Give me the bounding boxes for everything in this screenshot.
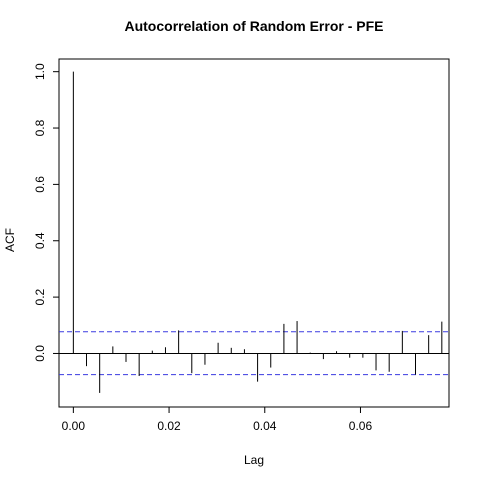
y-tick-label: 0.2 (33, 288, 47, 305)
x-tick-label: 0.02 (157, 419, 181, 433)
y-axis-label: ACF (3, 228, 17, 252)
y-tick-label: 1.0 (33, 63, 47, 80)
x-tick-label: 0.04 (253, 419, 277, 433)
y-tick-label: 0.6 (33, 176, 47, 193)
y-tick-label: 0.0 (33, 345, 47, 362)
plot-frame (58, 58, 450, 408)
x-tick-label: 0.00 (62, 419, 86, 433)
y-tick-label: 0.8 (33, 119, 47, 136)
chart-title: Autocorrelation of Random Error - PFE (124, 18, 383, 34)
x-axis-label: Lag (244, 453, 264, 467)
y-tick-label: 0.4 (33, 232, 47, 249)
plot-area: 0.00 0.02 0.04 0.06 0.0 0.2 0.4 0.6 0.8 1.0 (33, 58, 450, 433)
x-tick-label: 0.06 (349, 419, 373, 433)
